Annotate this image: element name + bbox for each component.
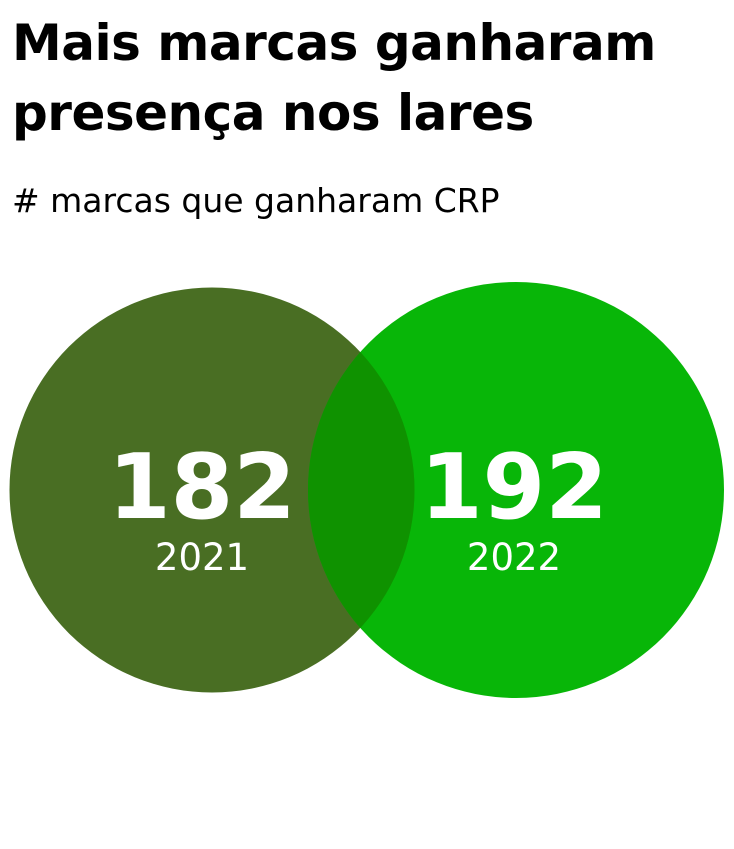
value-label-2022: 192 bbox=[420, 435, 608, 540]
chart-title-line-1: Mais marcas ganharam bbox=[12, 14, 656, 72]
year-label-2022: 2022 bbox=[467, 536, 561, 579]
chart-subtitle: # marcas que ganharam CRP bbox=[12, 181, 500, 220]
chart-title: Mais marcas ganharam presença nos lares bbox=[12, 8, 728, 148]
chart-title-line-2: presença nos lares bbox=[12, 84, 534, 142]
circle-2021 bbox=[9, 287, 415, 693]
circle-2022 bbox=[308, 282, 724, 698]
value-label-2021: 182 bbox=[108, 435, 296, 540]
year-label-2021: 2021 bbox=[155, 536, 249, 579]
